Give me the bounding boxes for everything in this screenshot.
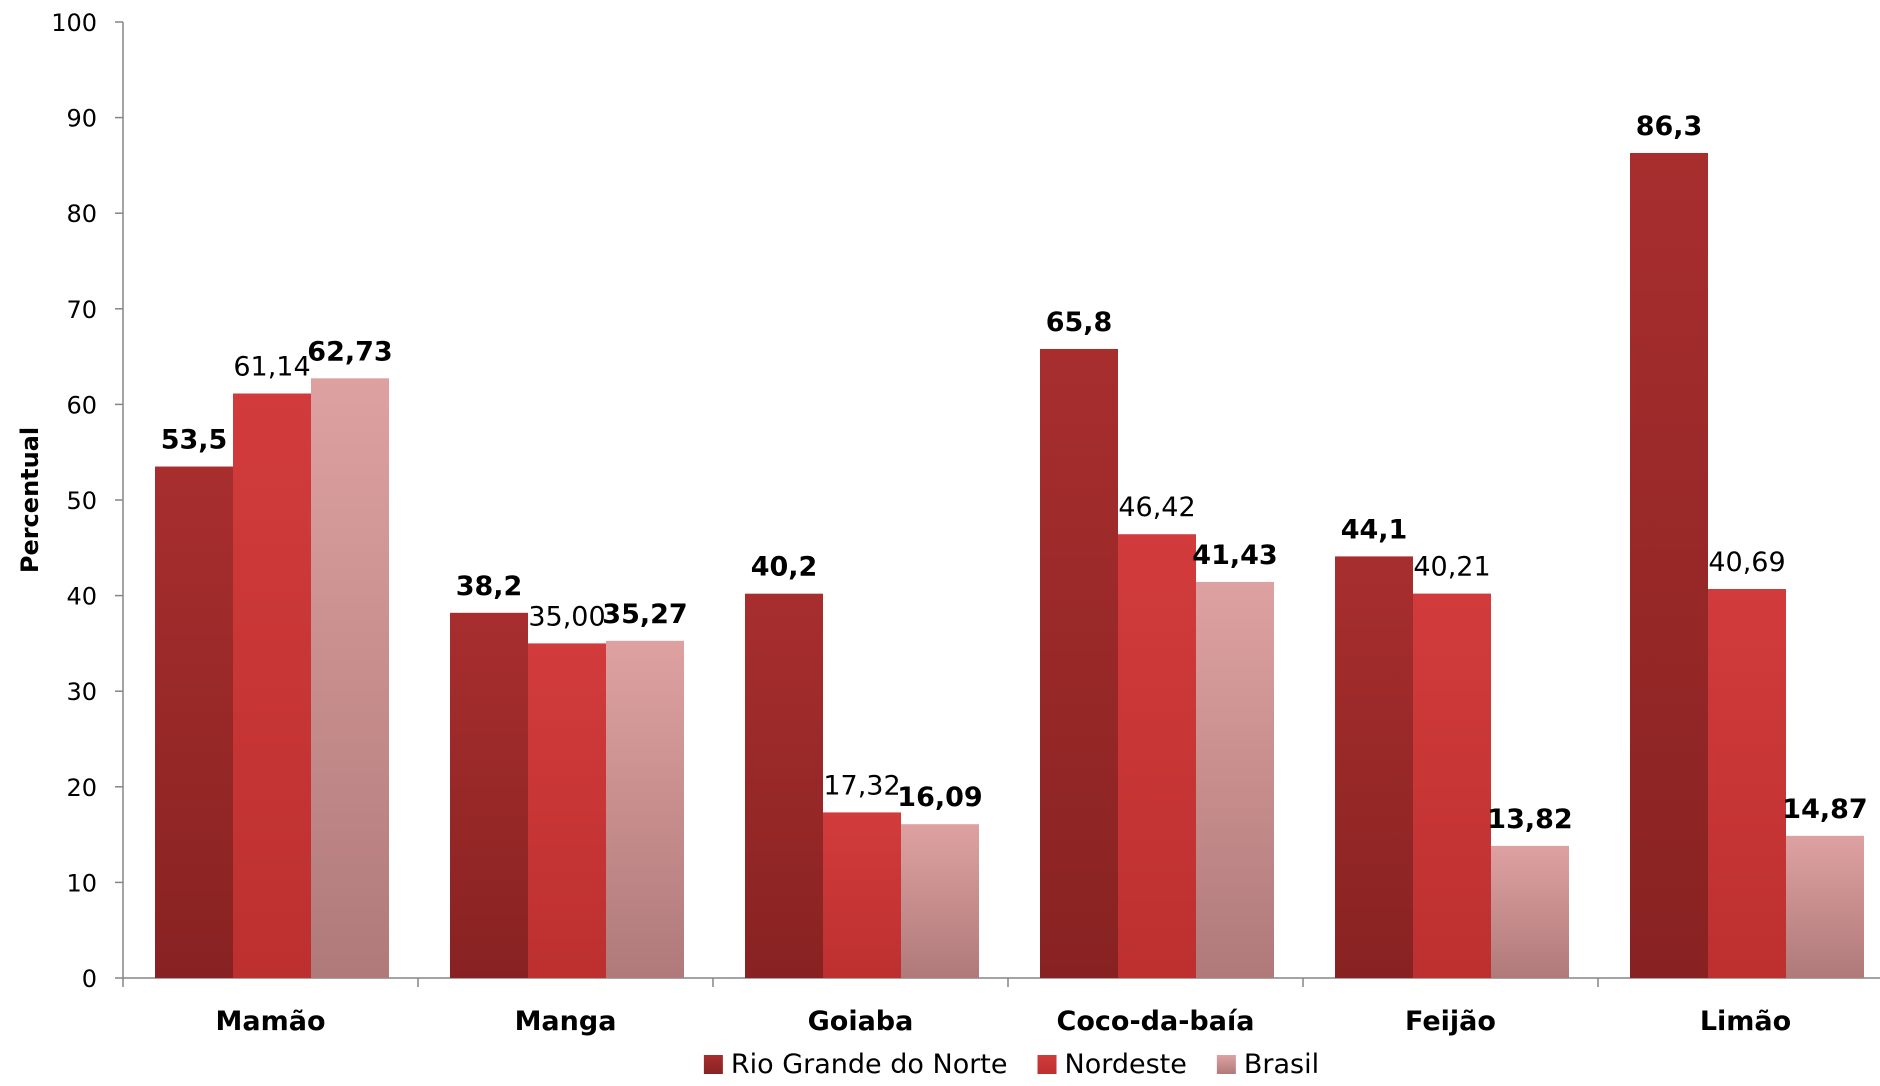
legend-swatch [1216,1055,1236,1074]
bar-brasil [1491,845,1569,978]
data-label: 17,32 [823,770,900,801]
data-label: 86,3 [1636,111,1703,142]
legend-swatch [703,1055,723,1074]
bar-nordeste [1708,589,1786,978]
data-label: 53,5 [161,425,228,456]
data-label: 35,00 [528,601,605,632]
x-category-label: Coco-da-baía [1057,1006,1255,1037]
x-category-label: Limão [1700,1006,1791,1037]
x-category-label: Goiaba [808,1006,914,1037]
y-tick-label: 60 [66,391,97,419]
data-label: 65,8 [1046,307,1113,338]
data-label: 16,09 [897,782,982,813]
x-category-label: Mamão [216,1006,326,1037]
y-tick-label: 10 [66,869,97,897]
bar-rio-grande-do-norte [745,593,823,978]
y-tick-label: 100 [51,9,97,37]
legend-label: Rio Grande do Norte [731,1049,1008,1080]
bar-brasil [311,378,389,978]
data-label: 13,82 [1487,804,1572,835]
data-label: 46,42 [1118,492,1195,523]
legend-label: Brasil [1244,1049,1319,1080]
data-label: 62,73 [307,336,392,367]
data-label: 44,1 [1341,514,1408,545]
bar-rio-grande-do-norte [450,612,528,978]
bar-brasil [1196,581,1274,978]
y-tick-label: 50 [66,487,97,515]
bar-rio-grande-do-norte [155,466,233,978]
legend-label: Nordeste [1065,1049,1187,1080]
data-label: 40,2 [751,552,818,583]
x-category-label: Manga [515,1006,617,1037]
data-label: 40,21 [1413,552,1490,583]
y-tick-label: 40 [66,583,97,611]
bar-rio-grande-do-norte [1630,152,1708,979]
bar-nordeste [528,643,606,978]
bar-rio-grande-do-norte [1040,348,1118,978]
x-category-label: Feijão [1405,1006,1496,1037]
y-tick-label: 0 [82,965,97,993]
data-label: 14,87 [1782,794,1867,825]
legend-swatch [1037,1055,1057,1074]
y-tick-label: 20 [66,774,97,802]
bar-brasil [1786,835,1864,978]
data-label: 40,69 [1708,547,1785,578]
bar-nordeste [233,393,311,978]
data-label: 38,2 [456,571,523,602]
bar-nordeste [1118,534,1196,978]
plot-area: 0 10 20 30 40 50 60 70 80 90 100 Percentual 53,5 61,1… [16,9,1880,1080]
bar-nordeste [823,812,901,978]
data-label: 41,43 [1192,540,1277,571]
bar-brasil [606,640,684,978]
data-label: 35,27 [602,599,687,630]
data-label: 61,14 [233,352,310,383]
y-tick-label: 70 [66,296,97,324]
y-tick-label: 90 [66,105,97,133]
y-tick-label: 30 [66,678,97,706]
bar-nordeste [1413,593,1491,978]
y-axis-title: Percentual [16,427,44,573]
bar-brasil [901,824,979,978]
y-tick-label: 80 [66,200,97,228]
bar-rio-grande-do-norte [1335,556,1413,978]
